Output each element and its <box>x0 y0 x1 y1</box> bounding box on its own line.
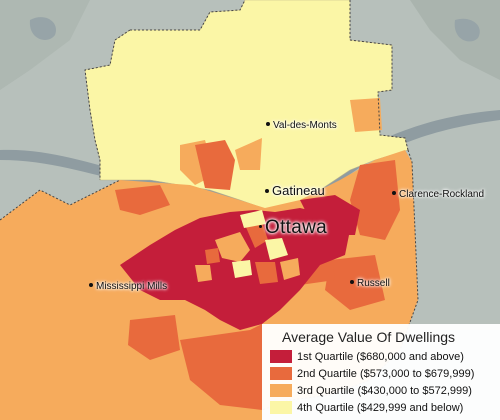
legend-label: 1st Quartile ($680,000 and above) <box>297 350 464 363</box>
urban-mosaic <box>215 232 250 262</box>
region-2nd-quartile <box>115 185 170 215</box>
place-label-clarence-rockland: Clarence-Rockland <box>392 190 484 200</box>
legend-item: 1st Quartile ($680,000 and above) <box>270 348 494 365</box>
legend-label: 4th Quartile ($429,999 and below) <box>297 401 464 414</box>
place-label-ottawa: Ottawa <box>259 218 327 237</box>
legend-title: Average Value Of Dwellings <box>282 329 456 345</box>
legend-label: 3rd Quartile ($430,000 to $572,999) <box>297 384 472 397</box>
place-dot <box>350 280 354 285</box>
place-dot <box>265 188 269 193</box>
place-label-gatineau: Gatineau <box>265 184 325 197</box>
urban-mosaic <box>245 222 268 248</box>
boundary-line <box>0 179 121 221</box>
place-label-val-des-monts: Val-des-Monts <box>266 121 337 131</box>
map-legend: Average Value Of Dwellings 1st Quartile … <box>262 324 500 420</box>
legend-swatch <box>270 384 292 397</box>
basemap-terrain <box>410 0 500 80</box>
urban-mosaic <box>280 258 300 280</box>
place-dot <box>266 122 270 127</box>
legend-swatch <box>270 401 292 414</box>
legend-item: 4th Quartile ($429,999 and below) <box>270 399 494 416</box>
legend-item: 3rd Quartile ($430,000 to $572,999) <box>270 382 494 399</box>
urban-mosaic <box>255 262 278 284</box>
basemap-terrain <box>0 0 90 90</box>
legend-swatch <box>270 367 292 380</box>
place-label-mississippi-mills: Mississippi Mills <box>89 282 167 292</box>
region-2nd-quartile <box>325 255 385 310</box>
boundary-line <box>84 29 131 180</box>
place-label-russell: Russell <box>350 279 390 289</box>
region-2nd-quartile <box>195 140 235 190</box>
region-1st-quartile <box>300 195 360 235</box>
region-3rd-quartile <box>235 138 262 170</box>
urban-mosaic <box>195 265 212 282</box>
legend-label: 2nd Quartile ($573,000 to $679,999) <box>297 367 475 380</box>
lake <box>29 17 56 40</box>
legend-swatch <box>270 350 292 363</box>
urban-mosaic <box>265 238 288 260</box>
place-dot <box>259 225 262 229</box>
urban-mosaic <box>232 260 252 278</box>
place-dot <box>89 283 93 288</box>
urban-mosaic <box>205 248 220 264</box>
region-2nd-quartile <box>350 160 400 240</box>
place-dot <box>392 191 396 196</box>
urban-mosaic <box>240 210 266 228</box>
boundary-line <box>130 0 409 151</box>
lake <box>454 18 480 42</box>
region-2nd-quartile <box>128 315 180 360</box>
legend-item: 2nd Quartile ($573,000 to $679,999) <box>270 365 494 382</box>
ottawa-river <box>0 110 500 215</box>
region-3rd-quartile <box>350 98 382 132</box>
region-2nd-quartile <box>180 324 262 410</box>
